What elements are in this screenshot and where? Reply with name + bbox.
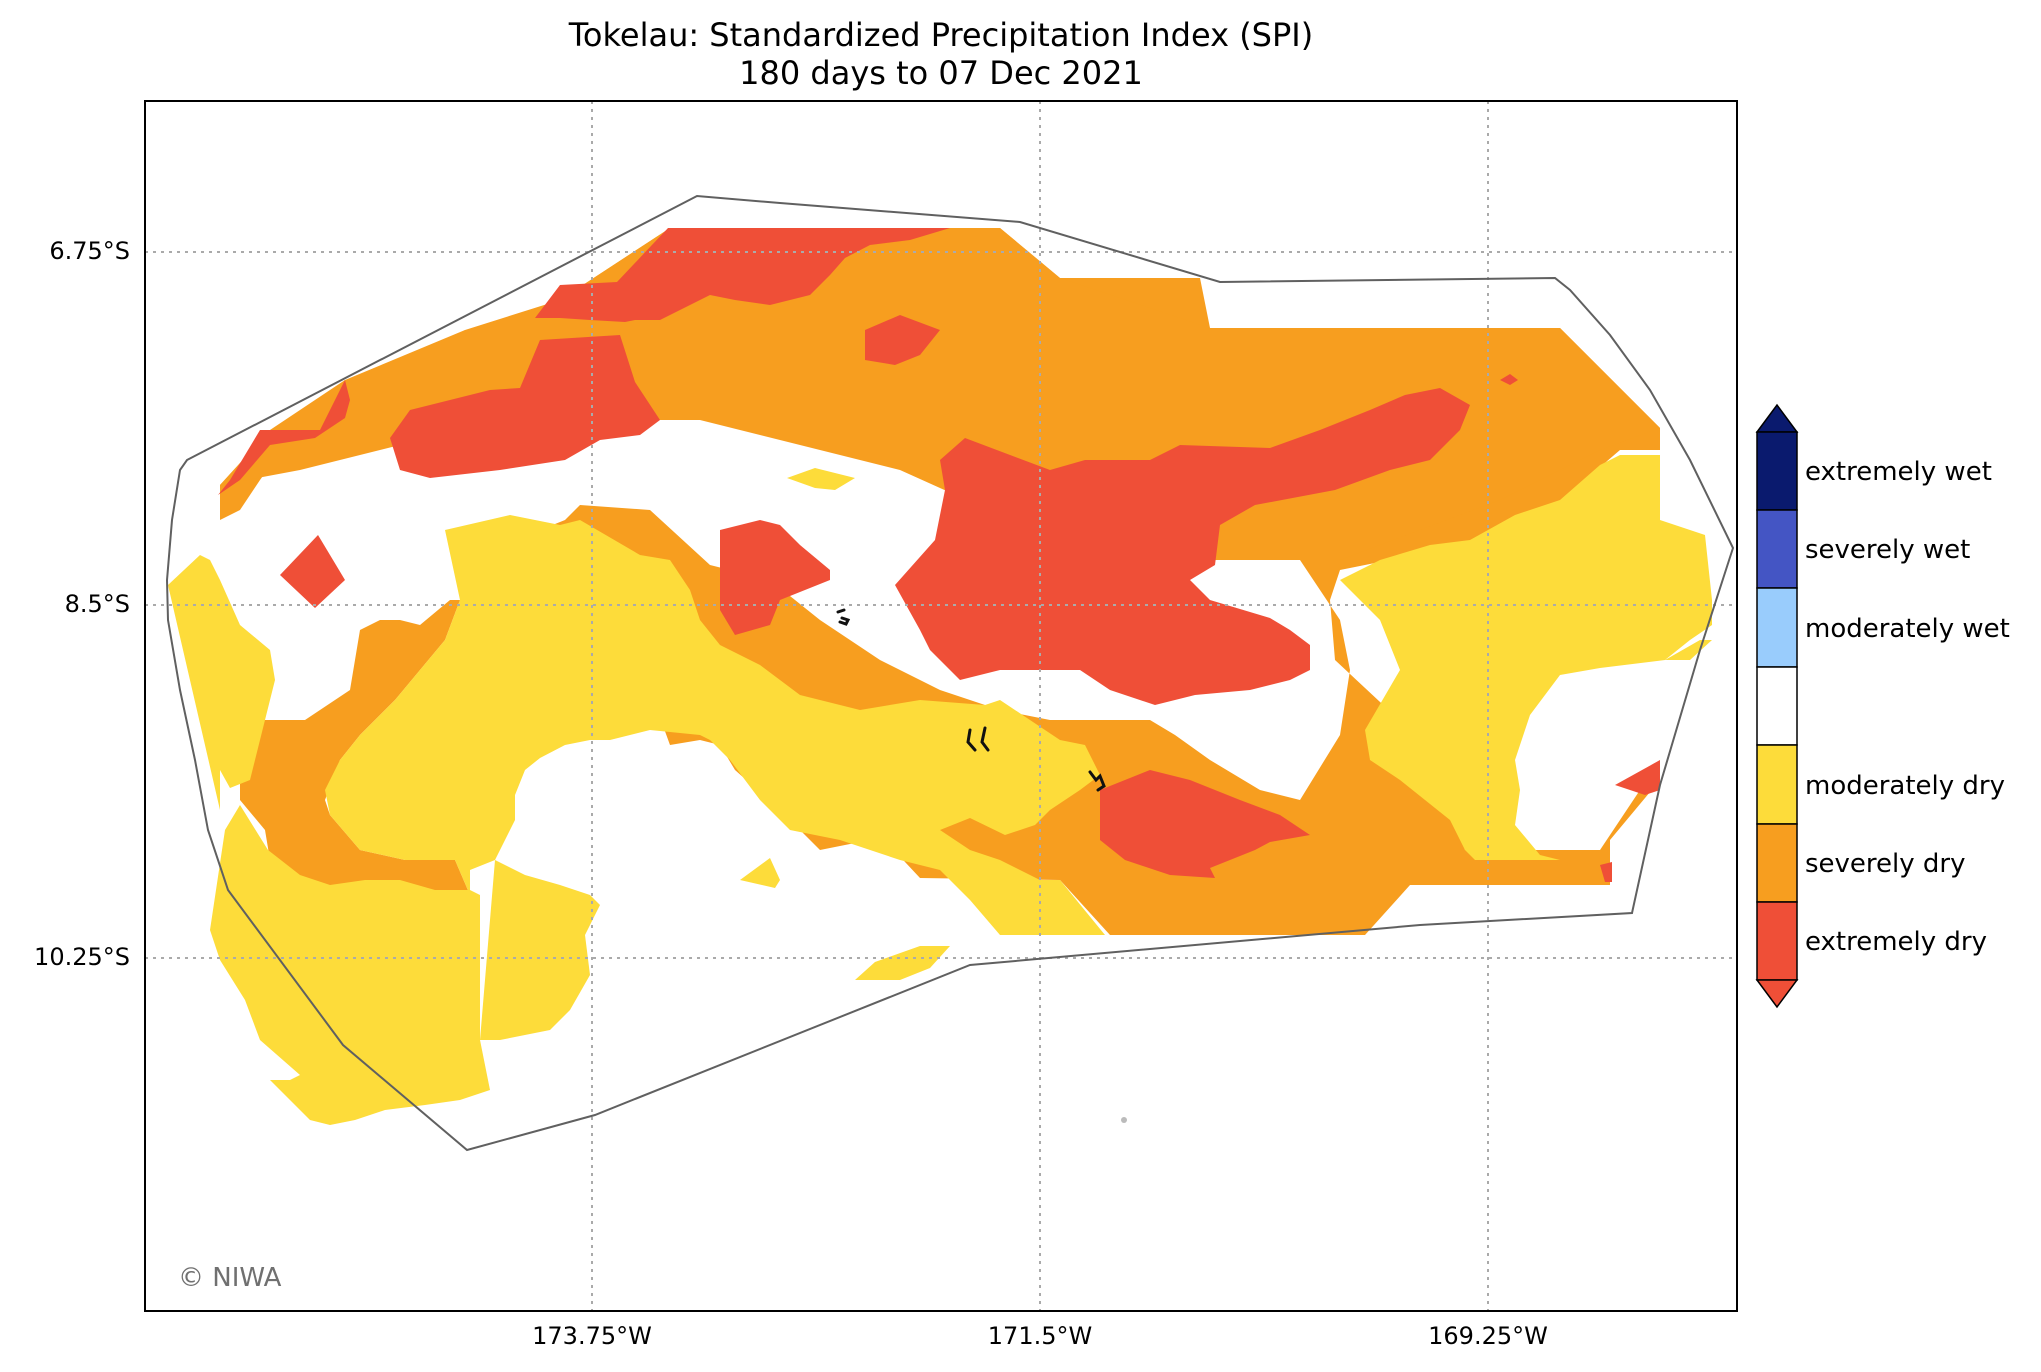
lon-label: 169.25°W: [1428, 1322, 1548, 1350]
map-subtitle: 180 days to 07 Dec 2021: [739, 54, 1143, 92]
colorbar-swatch-moderately-dry: [1756, 744, 1798, 825]
gridlines: [145, 101, 1737, 1311]
legend-label-severely-dry: severely dry: [1805, 849, 1966, 879]
legend-label-extremely-wet: extremely wet: [1805, 457, 1992, 487]
legend-label-moderately-dry: moderately dry: [1805, 771, 2006, 801]
moderately-dry-region: [740, 858, 780, 888]
moderately-dry-region: [210, 805, 490, 1125]
eez-boundary: [165, 194, 1735, 1152]
extremely-dry-region: [1500, 374, 1518, 385]
colorbar-swatch-extremely-wet: [1756, 431, 1798, 511]
legend-label-extremely-dry: extremely dry: [1805, 927, 1988, 957]
moderately-dry-region: [1665, 640, 1712, 660]
extremely-dry-region: [390, 335, 660, 478]
lat-label: 8.5°S: [64, 590, 130, 618]
moderately-dry-region: [480, 860, 600, 1040]
atoll-nukunonu: [966, 726, 990, 752]
legend-label-severely-wet: severely wet: [1805, 535, 1971, 565]
map-title: Tokelau: Standardized Precipitation Inde…: [568, 16, 1314, 54]
colorbar-swatch-extremely-dry: [1756, 901, 1798, 981]
moderately-dry-region: [855, 946, 950, 980]
extremely-dry-region: [280, 535, 345, 608]
moderately-dry-region: [1340, 455, 1712, 860]
moderately-dry-region: [168, 555, 275, 810]
legend-label-moderately-wet: moderately wet: [1805, 614, 2010, 644]
extremely-dry-region: [720, 520, 830, 635]
lat-label: 10.25°S: [34, 943, 130, 971]
atoll-fakaofo: [1088, 770, 1106, 792]
lon-label: 171.5°W: [987, 1322, 1093, 1350]
colorbar-swatch-severely-dry: [1756, 823, 1798, 903]
extremely-dry-region: [218, 380, 350, 495]
colorbar-swatch-normal: [1756, 666, 1798, 746]
extremely-dry-region: [895, 388, 1470, 705]
moderately-dry-region: [325, 515, 1105, 935]
extremely-dry-region: [1100, 770, 1310, 878]
moderately-dry-region: [787, 468, 855, 490]
swains-island-marker: [1121, 1117, 1127, 1123]
extremely-dry-region: [1600, 862, 1612, 882]
lon-label: 173.75°W: [532, 1322, 652, 1350]
extremely-dry-region: [1615, 760, 1660, 795]
atolls: [836, 608, 1106, 792]
spi-field: [168, 228, 1712, 1125]
colorbar: [1755, 403, 1799, 1009]
colorbar-swatch-severely-wet: [1756, 509, 1798, 589]
colorbar-bottom-arrow: [1755, 979, 1799, 1009]
atoll-atafu: [836, 608, 851, 626]
credit-text: © NIWA: [178, 1263, 282, 1293]
extremely-dry-region: [865, 315, 940, 365]
lat-label: 6.75°S: [49, 237, 130, 265]
colorbar-top-arrow: [1755, 403, 1799, 433]
plot-frame: [144, 100, 1738, 1312]
colorbar-swatch-moderately-wet: [1756, 587, 1798, 668]
